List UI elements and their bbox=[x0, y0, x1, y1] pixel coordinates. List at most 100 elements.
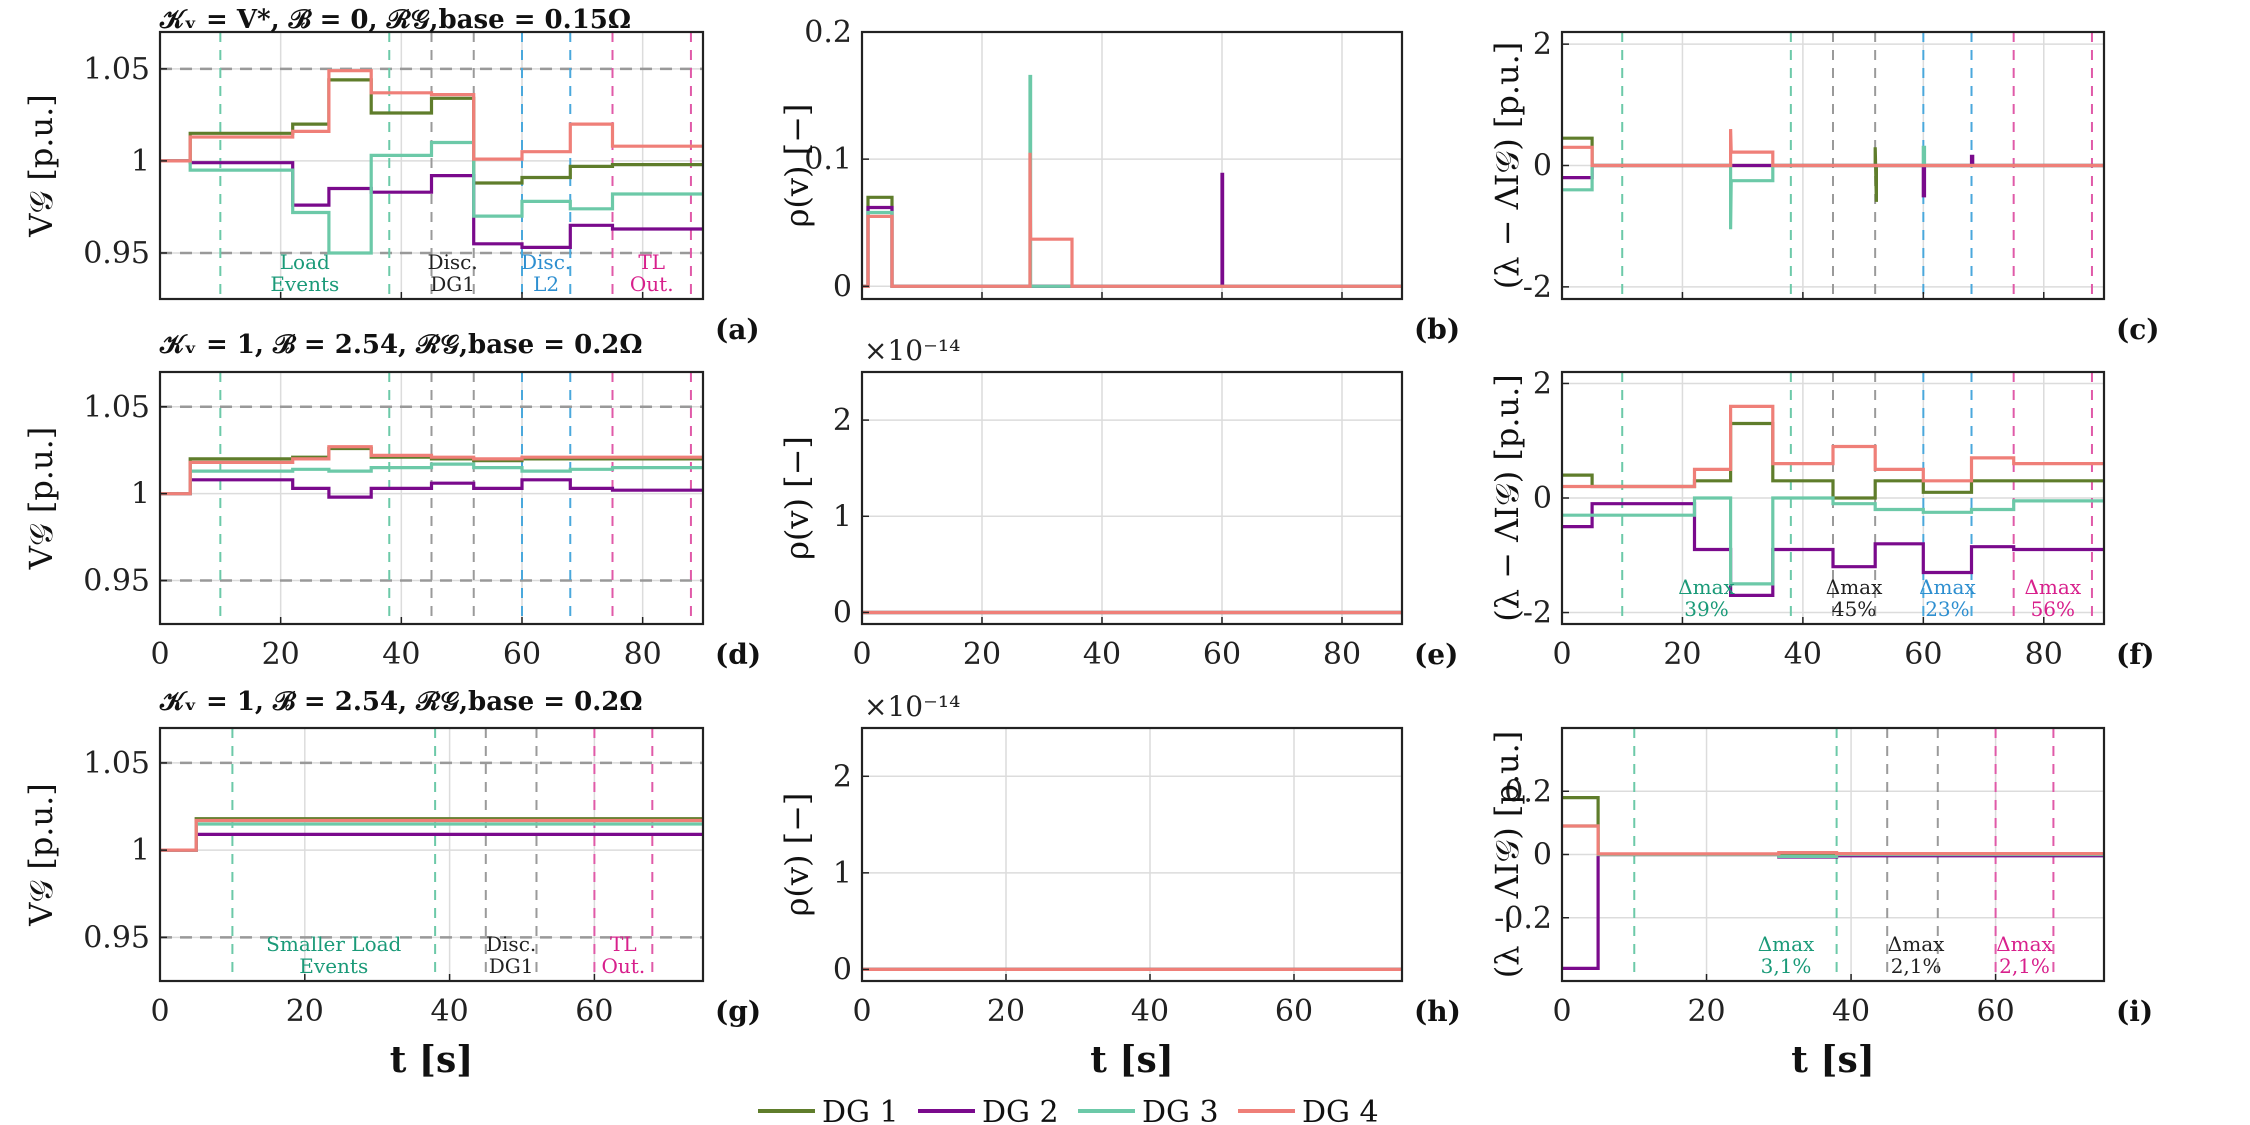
series-line-dg3 bbox=[160, 140, 703, 255]
y-axis-label: (λ − ΛI𝒢) [p.u.] bbox=[1488, 374, 1526, 622]
plot-area-b bbox=[862, 32, 1402, 299]
annotation-line: Δmax bbox=[1678, 575, 1735, 599]
panel-label-i: (i) bbox=[2116, 995, 2153, 1028]
series-line-dg4 bbox=[862, 152, 1402, 288]
y-tick-label: 0.95 bbox=[83, 236, 150, 271]
annotation-line: Out. bbox=[630, 272, 674, 296]
legend-label-dg2: DG 2 bbox=[982, 1095, 1059, 1125]
panel-label-g: (g) bbox=[715, 995, 761, 1028]
y-tick-label: 0 bbox=[833, 269, 852, 304]
y-tick-label: 0.2 bbox=[804, 15, 852, 50]
event-annotation: Disc. DG1 bbox=[427, 250, 477, 296]
panel-label-d: (d) bbox=[715, 638, 761, 671]
annotation-line: Δmax bbox=[1758, 932, 1815, 956]
annotation-line: Disc. bbox=[521, 250, 571, 274]
plot-area-g bbox=[160, 728, 703, 981]
event-annotation: Smaller Load Events bbox=[266, 932, 401, 978]
y-tick-label: 1 bbox=[833, 499, 852, 534]
annotation-line: TL bbox=[610, 932, 637, 956]
axes-frame-g bbox=[158, 726, 705, 983]
annotation-line: Out. bbox=[602, 954, 646, 978]
x-tick-label: 60 bbox=[1977, 994, 2015, 1029]
row-title-2: 𝒦ᵥ = 1, ℬ = 2.54, ℛ𝒢,base = 0.2Ω bbox=[159, 330, 643, 360]
x-tick-label: 0 bbox=[852, 994, 871, 1029]
annotation-line: 3,1% bbox=[1761, 954, 1812, 978]
event-annotation: Δmax 3,1% bbox=[1758, 932, 1815, 978]
x-tick-label: 40 bbox=[382, 637, 420, 672]
annotation-line: 45% bbox=[1832, 597, 1876, 621]
panel-label-f: (f) bbox=[2116, 638, 2155, 671]
y-tick-label: 1 bbox=[131, 144, 150, 179]
y-tick-label: 0.2 bbox=[1504, 774, 1552, 809]
x-tick-label: 0 bbox=[1552, 637, 1571, 672]
x-tick-label: 20 bbox=[963, 637, 1001, 672]
annotation-line: Events bbox=[270, 272, 339, 296]
panel-g: Smaller Load Events Disc. DG1 TL Out. 0.95 1 1.0… bbox=[22, 726, 761, 1081]
y-axis-label: V𝒢 [p.u.] bbox=[22, 94, 60, 237]
event-annotation: Δmax 56% bbox=[2024, 575, 2081, 621]
plot-area-e bbox=[862, 372, 1402, 624]
y-tick-label: 0 bbox=[833, 595, 852, 630]
y-tick-label: 1.05 bbox=[83, 746, 150, 781]
series-line-dg4 bbox=[160, 818, 703, 852]
y-tick-label: 2 bbox=[833, 403, 852, 438]
y-tick-label: 0 bbox=[833, 952, 852, 987]
y-axis-label: (λ − ΛI𝒢) [p.u.] bbox=[1488, 42, 1526, 290]
x-axis-label: t [s] bbox=[1090, 1039, 1174, 1081]
x-tick-label: 80 bbox=[2025, 637, 2063, 672]
series-line-dg4 bbox=[1562, 129, 2104, 168]
series-line-dg4 bbox=[160, 69, 703, 163]
y-axis-label: (λ − ΛI𝒢) [p.u.] bbox=[1488, 731, 1526, 979]
x-tick-label: 20 bbox=[262, 637, 300, 672]
annotation-line: Load bbox=[280, 250, 330, 274]
annotation-line: Events bbox=[299, 954, 368, 978]
x-tick-label: 0 bbox=[150, 994, 169, 1029]
x-tick-label: 60 bbox=[503, 637, 541, 672]
event-annotation: TL Out. bbox=[602, 932, 646, 978]
panel-label-b: (b) bbox=[1414, 313, 1460, 346]
row-title-3: 𝒦ᵥ = 1, ℬ = 2.54, ℛ𝒢,base = 0.2Ω bbox=[159, 687, 643, 717]
y-tick-label: 1 bbox=[131, 833, 150, 868]
x-tick-label: 60 bbox=[575, 994, 613, 1029]
y-axis-label: ρ(v) [−] bbox=[778, 436, 816, 560]
y-tick-label: 0.1 bbox=[804, 142, 852, 177]
event-annotation: Δmax 45% bbox=[1826, 575, 1883, 621]
annotation-line: TL bbox=[638, 250, 665, 274]
annotation-line: 23% bbox=[1925, 597, 1969, 621]
panel-label-e: (e) bbox=[1414, 638, 1458, 671]
axes-frame-b bbox=[860, 30, 1404, 301]
event-annotation: Δmax 23% bbox=[1919, 575, 1976, 621]
x-tick-label: 0 bbox=[852, 637, 871, 672]
x-tick-label: 40 bbox=[1131, 994, 1169, 1029]
y-tick-label: -2 bbox=[1523, 270, 1552, 305]
y-tick-label: 0 bbox=[1533, 838, 1552, 873]
axes-frame-d bbox=[158, 370, 705, 626]
x-axis-label: t [s] bbox=[390, 1039, 474, 1081]
legend-label-dg3: DG 3 bbox=[1142, 1095, 1219, 1125]
annotation-line: Smaller Load bbox=[266, 932, 401, 956]
annotation-line: Δmax bbox=[1996, 932, 2053, 956]
panel-d: 0.95 1 1.05 0 20 40 60 80 V𝒢 [p.u.] (d) bbox=[22, 370, 761, 672]
series-line-dg2 bbox=[160, 478, 703, 499]
event-annotation: Δmax 2,1% bbox=[1996, 932, 2053, 978]
event-annotation: TL Out. bbox=[630, 250, 674, 296]
x-tick-label: 20 bbox=[1663, 637, 1701, 672]
y-axis-label: V𝒢 [p.u.] bbox=[22, 783, 60, 926]
x-axis-label: t [s] bbox=[1791, 1039, 1875, 1081]
axes-frame-h bbox=[860, 726, 1404, 983]
x-tick-label: 20 bbox=[1687, 994, 1725, 1029]
annotation-line: Δmax bbox=[1826, 575, 1883, 599]
x-tick-label: 40 bbox=[1784, 637, 1822, 672]
panel-i: Δmax 3,1%Δmax 2,1%Δmax 2,1%-0.200.20 20 40 60(… bbox=[1488, 726, 2153, 1081]
y-tick-label: 0 bbox=[1533, 149, 1552, 184]
panel-label-c: (c) bbox=[2116, 313, 2160, 346]
annotation-line: DG1 bbox=[489, 954, 534, 978]
x-tick-label: 40 bbox=[1832, 994, 1870, 1029]
annotation-line: L2 bbox=[533, 272, 559, 296]
x-tick-label: 60 bbox=[1904, 637, 1942, 672]
row-title-1: 𝒦ᵥ = V*, ℬ = 0, ℛ𝒢,base = 0.15Ω bbox=[159, 5, 631, 35]
legend-label-dg4: DG 4 bbox=[1302, 1095, 1379, 1125]
